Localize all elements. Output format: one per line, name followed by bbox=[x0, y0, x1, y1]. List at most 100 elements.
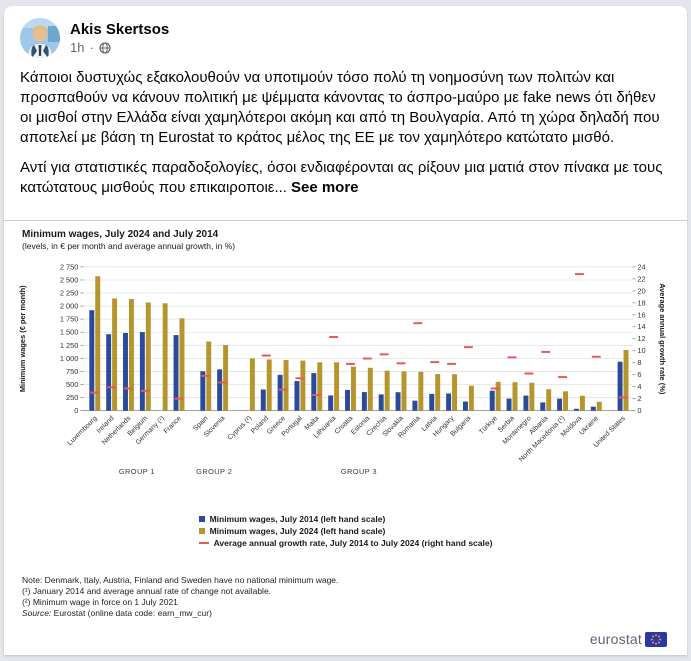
bar-2024 bbox=[249, 358, 255, 411]
growth-dash bbox=[218, 381, 228, 384]
legend-label-2014: Minimum wages, July 2014 (left hand scal… bbox=[209, 514, 386, 524]
svg-text:Türkiye: Türkiye bbox=[478, 415, 499, 436]
legend-label-growth: Average annual growth rate, July 2014 to… bbox=[213, 538, 493, 548]
svg-text:6: 6 bbox=[637, 370, 641, 379]
bar-2014 bbox=[260, 389, 266, 411]
post-paragraph-text: Αντί για στατιστικές παραδοξολογίες, όσο… bbox=[20, 159, 663, 196]
legend-row-2014: Minimum wages, July 2014 (left hand scal… bbox=[198, 513, 493, 525]
svg-text:GROUP 2: GROUP 2 bbox=[196, 467, 232, 476]
svg-text:0: 0 bbox=[74, 406, 78, 415]
bar-2014 bbox=[557, 398, 563, 411]
svg-text:Ukraine: Ukraine bbox=[578, 415, 600, 437]
chart-legend: Minimum wages, July 2014 (left hand scal… bbox=[198, 513, 493, 549]
growth-dashes bbox=[90, 273, 628, 400]
bar-2014 bbox=[277, 374, 283, 411]
post-meta: 1h · bbox=[70, 39, 169, 56]
bar-2014 bbox=[540, 402, 546, 411]
bar-2024 bbox=[317, 362, 323, 411]
chart-subtitle: (levels, in € per month and average annu… bbox=[22, 241, 236, 251]
avatar[interactable] bbox=[20, 18, 60, 58]
bar-2024 bbox=[468, 385, 474, 411]
avatar-image bbox=[20, 18, 60, 58]
country-labels: LuxembourgIrelandNetherlandsBelgiumGerma… bbox=[67, 415, 628, 464]
growth-dash bbox=[329, 335, 339, 338]
bar-2024 bbox=[300, 360, 306, 411]
bar-2024 bbox=[546, 389, 552, 411]
svg-text:18: 18 bbox=[637, 298, 645, 307]
svg-text:1 250: 1 250 bbox=[60, 341, 79, 350]
post-text: Κάποιοι δυστυχώς εξακολουθούν να υποτιμο… bbox=[4, 62, 687, 220]
group-labels: GROUP 1 GROUP 2 GROUP 3 bbox=[119, 467, 377, 476]
bar-2014 bbox=[429, 393, 435, 411]
bar-2024 bbox=[95, 276, 101, 411]
bar-2024 bbox=[401, 371, 407, 411]
growth-dash bbox=[507, 356, 517, 359]
bar-2014 bbox=[106, 334, 112, 411]
growth-dash bbox=[124, 387, 133, 390]
bar-2014 bbox=[378, 394, 384, 411]
bars bbox=[89, 276, 629, 411]
bar-2014 bbox=[311, 373, 317, 411]
bar-2014 bbox=[89, 310, 95, 411]
bar-2014 bbox=[489, 390, 495, 411]
see-more-link[interactable]: See more bbox=[290, 179, 359, 196]
bar-2024 bbox=[266, 359, 272, 411]
bar-2014 bbox=[617, 361, 623, 411]
growth-dash bbox=[362, 357, 372, 360]
bar-2024 bbox=[495, 381, 501, 411]
bar-2014 bbox=[123, 332, 128, 411]
legend-row-2024: Minimum wages, July 2024 (left hand scal… bbox=[198, 525, 493, 537]
bar-2014 bbox=[139, 332, 145, 411]
chart-image-attachment[interactable]: Minimum wages, July 2024 and July 2014 (… bbox=[4, 220, 687, 655]
bar-2014 bbox=[523, 395, 529, 411]
bar-2014 bbox=[506, 398, 512, 411]
growth-dash bbox=[140, 389, 150, 392]
source-label: Source: bbox=[22, 608, 52, 618]
right-axis-label: Average annual growth rate (%) bbox=[658, 283, 667, 395]
svg-text:8: 8 bbox=[637, 358, 641, 367]
meta-separator: · bbox=[89, 40, 94, 55]
header-text: Akis Skertsos 1h · bbox=[70, 20, 169, 56]
svg-text:14: 14 bbox=[637, 322, 645, 331]
bar-2024 bbox=[512, 382, 518, 411]
growth-dash bbox=[312, 394, 322, 397]
author-name[interactable]: Akis Skertsos bbox=[70, 21, 170, 38]
bar-2014 bbox=[217, 369, 223, 411]
eu-stars bbox=[650, 633, 662, 645]
bar-2024 bbox=[283, 360, 289, 411]
growth-dash bbox=[261, 354, 271, 357]
chart-notes: Note: Denmark, Italy, Austria, Finland a… bbox=[14, 575, 677, 619]
minimum-wages-chart: 0 250 500 750 1 000 1 250 1 500 1 750 2 000 2 250… bbox=[18, 262, 667, 476]
growth-dash bbox=[430, 361, 440, 364]
growth-dash bbox=[524, 372, 534, 375]
timestamp[interactable]: 1h bbox=[70, 40, 85, 55]
eurostat-logo: eurostat bbox=[590, 631, 667, 647]
svg-text:France: France bbox=[163, 415, 183, 435]
svg-text:Cyprus (²): Cyprus (²) bbox=[227, 415, 254, 442]
growth-dash bbox=[541, 350, 551, 353]
svg-text:10: 10 bbox=[637, 346, 645, 355]
source-line: Source: Eurostat (online data code: earn… bbox=[22, 608, 677, 619]
chart-title: Minimum wages, July 2024 and July 2014 bbox=[22, 229, 219, 240]
bar-2014 bbox=[446, 393, 452, 411]
svg-text:16: 16 bbox=[637, 310, 645, 319]
svg-text:1 500: 1 500 bbox=[60, 328, 79, 337]
bar-2024 bbox=[179, 318, 185, 411]
bar-2024 bbox=[128, 299, 134, 411]
bar-2014 bbox=[462, 401, 468, 411]
eurostat-logo-text: eurostat bbox=[589, 631, 642, 647]
bar-2014 bbox=[294, 381, 300, 411]
svg-text:GROUP 1: GROUP 1 bbox=[119, 467, 155, 476]
bar-2024 bbox=[563, 391, 569, 411]
growth-dash bbox=[107, 386, 117, 389]
globe-icon bbox=[99, 41, 111, 54]
bar-2014 bbox=[345, 389, 350, 411]
legend-label-2024: Minimum wages, July 2024 (left hand scal… bbox=[209, 526, 386, 536]
post-header: Akis Skertsos 1h · bbox=[4, 6, 687, 62]
svg-text:2 250: 2 250 bbox=[60, 289, 79, 298]
note-line: Note: Denmark, Italy, Austria, Finland a… bbox=[22, 575, 339, 585]
growth-dash bbox=[346, 362, 355, 365]
bar-2014 bbox=[573, 408, 579, 411]
growth-dash bbox=[174, 397, 184, 400]
bar-2024 bbox=[145, 302, 151, 411]
